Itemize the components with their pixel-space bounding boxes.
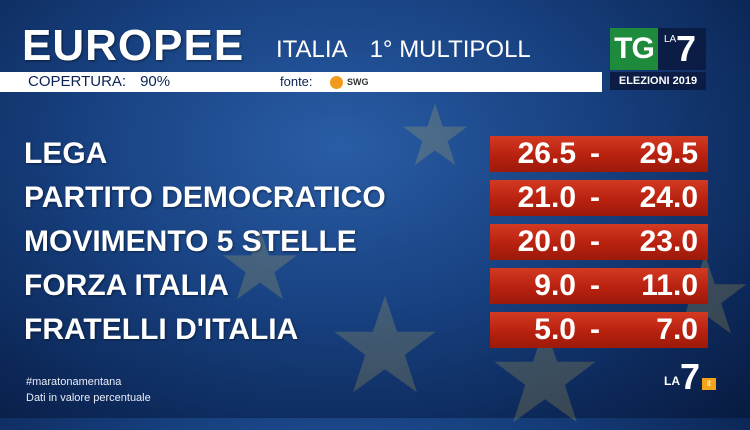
corner-logo-suffix: it xyxy=(702,378,716,390)
range-low: 26.5 xyxy=(517,137,576,170)
subtitle-poll: 1° MULTIPOLL xyxy=(369,36,531,63)
range-box: 21.0 - 24.0 xyxy=(490,180,708,216)
range-box: 26.5 - 29.5 xyxy=(490,136,708,172)
range-separator: - xyxy=(590,181,600,214)
range-high: 11.0 xyxy=(641,269,698,302)
range-low: 9.0 xyxy=(534,269,576,302)
range-low: 20.0 xyxy=(517,225,576,258)
range-high: 29.5 xyxy=(639,137,698,170)
background-star-icon xyxy=(402,103,468,166)
party-name: LEGA xyxy=(24,137,108,170)
la7-logo-seven: 7 xyxy=(676,28,697,69)
background-star-icon xyxy=(334,295,436,393)
la7-logo: LA 7 xyxy=(658,28,706,70)
footnote: Dati in valore percentuale xyxy=(26,392,151,404)
result-row: PARTITO DEMOCRATICO 21.0 - 24.0 xyxy=(0,178,750,216)
subtitle: ITALIA 1° MULTIPOLL xyxy=(276,36,553,64)
background-star-icon xyxy=(494,325,596,423)
range-separator: - xyxy=(590,225,600,258)
result-row: MOVIMENTO 5 STELLE 20.0 - 23.0 xyxy=(0,222,750,260)
la7-corner-logo: LA 7 it xyxy=(664,356,720,397)
coverage-value: 90% xyxy=(140,73,171,90)
tg-la7-logo: TG LA 7 ELEZIONI 2019 xyxy=(610,28,706,92)
source-label: fonte: xyxy=(280,74,313,89)
range-separator: - xyxy=(590,137,600,170)
range-box: 20.0 - 23.0 xyxy=(490,224,708,260)
swg-logo: SWG xyxy=(330,73,369,91)
coverage: COPERTURA: 90% xyxy=(28,73,170,91)
range-box: 5.0 - 7.0 xyxy=(490,312,708,348)
range-low: 21.0 xyxy=(517,181,576,214)
result-row: FRATELLI D'ITALIA 5.0 - 7.0 xyxy=(0,310,750,348)
range-high: 23.0 xyxy=(639,225,698,258)
result-row: LEGA 26.5 - 29.5 xyxy=(0,134,750,172)
party-name: MOVIMENTO 5 STELLE xyxy=(24,225,357,258)
swg-brand: SWG xyxy=(347,77,369,87)
coverage-label: COPERTURA: xyxy=(28,73,127,90)
result-row: FORZA ITALIA 9.0 - 11.0 xyxy=(0,266,750,304)
range-separator: - xyxy=(590,269,600,302)
range-separator: - xyxy=(590,313,600,346)
tg-logo: TG xyxy=(610,28,658,70)
header: EUROPEE ITALIA 1° MULTIPOLL COPERTURA: 90%… xyxy=(0,0,750,93)
party-name: PARTITO DEMOCRATICO xyxy=(24,181,386,214)
info-bar: COPERTURA: 90% fonte: SWG xyxy=(0,72,602,92)
range-low: 5.0 xyxy=(534,313,576,346)
subtitle-country: ITALIA xyxy=(276,36,348,63)
swg-dot-icon xyxy=(330,75,343,89)
page-title: EUROPEE xyxy=(22,21,245,70)
la7-logo-la: LA xyxy=(664,34,677,45)
elections-caption: ELEZIONI 2019 xyxy=(610,72,706,90)
corner-logo-seven: 7 xyxy=(680,356,701,397)
range-box: 9.0 - 11.0 xyxy=(490,268,708,304)
party-name: FRATELLI D'ITALIA xyxy=(24,313,299,346)
hashtag: #maratonamentana xyxy=(26,376,122,388)
range-high: 24.0 xyxy=(639,181,698,214)
party-name: FORZA ITALIA xyxy=(24,269,229,302)
range-high: 7.0 xyxy=(656,313,698,346)
corner-logo-la: LA xyxy=(664,374,680,388)
background-star-icon xyxy=(223,229,297,300)
